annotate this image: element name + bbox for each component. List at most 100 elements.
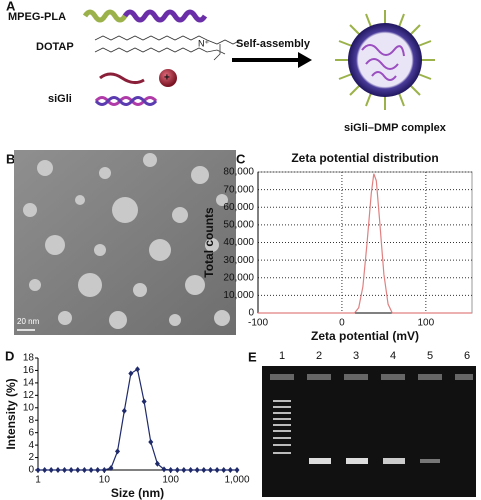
sirna-strand xyxy=(94,96,158,106)
panel-label: E xyxy=(248,349,257,364)
y-tick-label: 16 xyxy=(23,365,35,376)
pla-chain xyxy=(122,9,208,23)
data-point xyxy=(128,370,134,377)
data-point xyxy=(161,466,167,473)
data-point xyxy=(75,467,81,473)
x-tick-label: 10 xyxy=(99,475,111,486)
arrow-label: Self-assembly xyxy=(236,38,311,50)
y-tick-label: 30,000 xyxy=(223,255,254,266)
gel-image xyxy=(262,366,476,497)
data-point xyxy=(108,465,114,472)
x-tick-label: 100 xyxy=(162,475,179,486)
dotap-n: N⁺ xyxy=(198,38,209,48)
data-point xyxy=(207,467,213,473)
panel-label: B xyxy=(6,151,15,166)
y-tick-label: 10 xyxy=(23,402,35,413)
dotap-structure xyxy=(94,35,242,61)
lane-label: 6 xyxy=(464,350,470,362)
y-tick-label: 4 xyxy=(28,440,34,451)
x-axis-label: Zeta potential (mV) xyxy=(311,329,419,343)
data-point xyxy=(148,439,154,445)
data-point xyxy=(174,467,180,473)
y-tick-label: 70,000 xyxy=(223,184,254,195)
data-point xyxy=(62,467,68,473)
y-tick-label: 0 xyxy=(28,465,34,476)
chart-title: Zeta potential distribution xyxy=(291,151,438,165)
data-point xyxy=(81,467,87,473)
data-point xyxy=(68,467,74,473)
arrow-head xyxy=(298,52,312,68)
y-tick-label: 2 xyxy=(28,452,34,463)
lane-label: 2 xyxy=(316,350,322,362)
sigli-label: siGli xyxy=(48,93,72,105)
y-tick-label: 20,000 xyxy=(223,272,254,283)
y-axis-label: Intensity (%) xyxy=(4,378,18,449)
y-tick-label: 0 xyxy=(248,308,254,319)
data-point xyxy=(48,467,54,473)
lane-label: 4 xyxy=(390,350,396,362)
plus-sign: + xyxy=(164,73,170,84)
gel-wells xyxy=(270,374,473,380)
peg-chain xyxy=(82,9,128,23)
data-point xyxy=(88,467,94,473)
panel-label: C xyxy=(236,151,246,166)
x-tick-label: 1,000 xyxy=(224,475,249,486)
encapsulated-sirna xyxy=(361,44,405,81)
x-tick-label: -100 xyxy=(248,318,268,329)
data-point xyxy=(121,407,127,414)
x-tick-label: 100 xyxy=(417,318,434,329)
panel-label: A xyxy=(6,0,16,13)
nanoparticle xyxy=(335,10,435,110)
ladder-bands xyxy=(273,400,291,454)
data-point xyxy=(181,467,187,473)
y-tick-label: 60,000 xyxy=(223,202,254,213)
nanoparticle-core xyxy=(348,23,422,97)
data-point xyxy=(234,467,240,473)
y-tick-label: 80,000 xyxy=(223,167,254,178)
lane-label: 3 xyxy=(353,350,359,362)
data-point xyxy=(201,467,207,473)
data-point xyxy=(221,467,227,473)
data-point xyxy=(35,467,41,473)
y-tick-label: 12 xyxy=(23,390,35,401)
plot-frame xyxy=(257,171,473,314)
data-point xyxy=(214,467,220,473)
data-point xyxy=(154,460,160,467)
data-point xyxy=(95,467,101,473)
data-point xyxy=(55,467,61,473)
y-tick-label: 6 xyxy=(28,427,34,438)
scale-label: 20 nm xyxy=(17,317,40,326)
sample-bands xyxy=(309,458,440,464)
y-tick-label: 14 xyxy=(23,378,35,389)
lane-label: 5 xyxy=(427,350,433,362)
x-tick-label: 0 xyxy=(339,318,345,329)
y-tick-label: 10,000 xyxy=(223,290,254,301)
tem-particles xyxy=(23,153,230,329)
data-point xyxy=(194,467,200,473)
panel-label: D xyxy=(5,348,14,363)
data-line xyxy=(38,368,237,471)
data-point xyxy=(101,467,107,473)
lane-label: 1 xyxy=(279,350,285,362)
data-point xyxy=(42,467,48,473)
y-tick-label: 50,000 xyxy=(223,220,254,231)
dotap-label: DOTAP xyxy=(36,41,74,53)
data-point xyxy=(115,448,121,455)
data-point xyxy=(227,467,233,473)
y-tick-label: 18 xyxy=(23,353,35,364)
mpeg-label: MPEG-PLA xyxy=(8,11,66,23)
x-axis-label: Size (nm) xyxy=(111,486,164,500)
data-point xyxy=(188,467,194,473)
lipid-tail xyxy=(99,72,145,85)
data-line xyxy=(258,173,472,314)
data-point xyxy=(134,366,140,373)
y-axis-label: Total counts xyxy=(202,207,216,278)
y-tick-label: 40,000 xyxy=(223,237,254,248)
lipid-head xyxy=(159,69,177,87)
data-point xyxy=(141,398,147,405)
data-point xyxy=(168,467,174,473)
complex-label: siGli–DMP complex xyxy=(344,122,447,134)
x-tick-label: 1 xyxy=(35,475,41,486)
y-tick-label: 8 xyxy=(28,415,34,426)
